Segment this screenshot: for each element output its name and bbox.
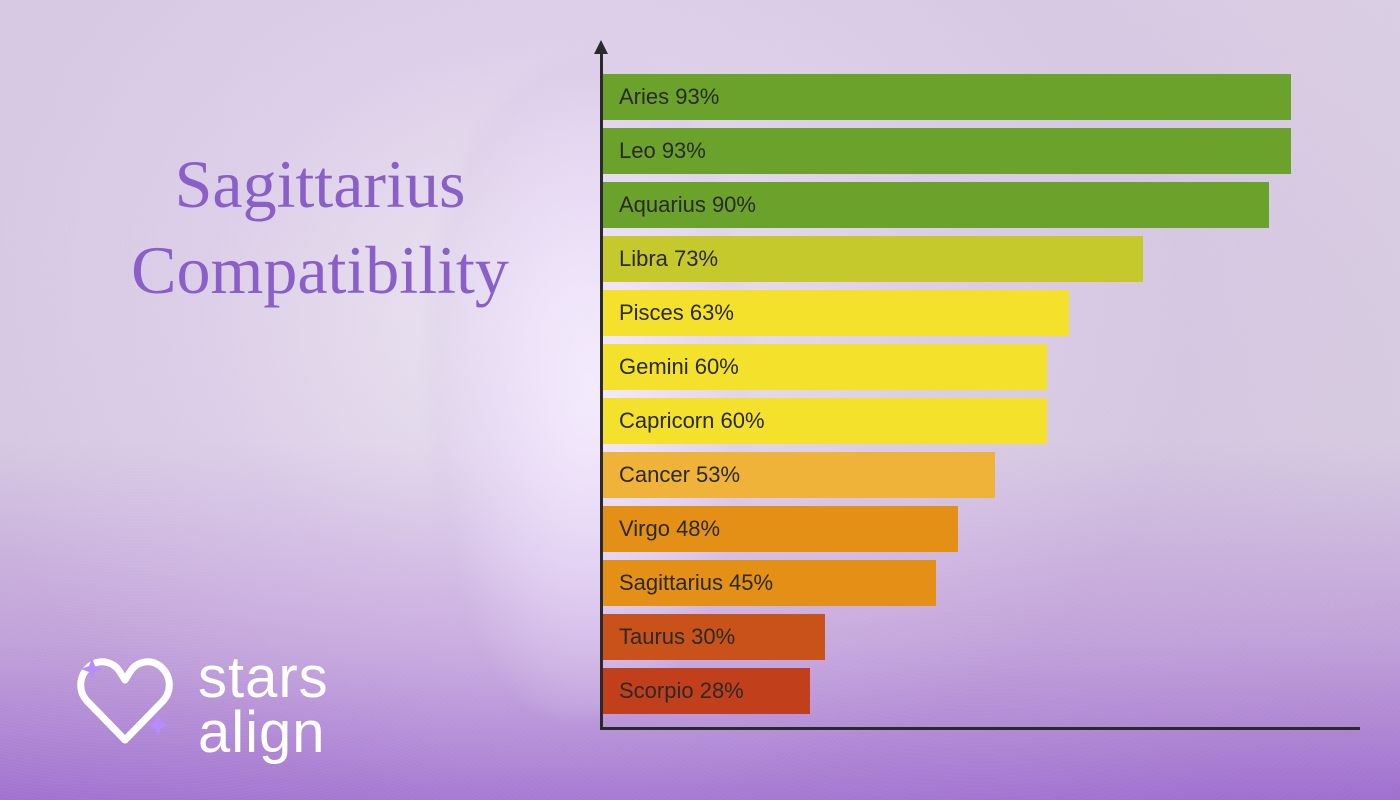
bar-gemini: Gemini 60% [603, 344, 1047, 390]
bar-label: Aquarius 90% [619, 192, 756, 218]
logo-line-2: align [198, 705, 329, 760]
bar-row: Scorpio 28% [603, 668, 1360, 714]
bar-label: Leo 93% [619, 138, 706, 164]
bar-row: Aries 93% [603, 74, 1360, 120]
bar-label: Capricorn 60% [619, 408, 765, 434]
bar-capricorn: Capricorn 60% [603, 398, 1047, 444]
bar-row: Libra 73% [603, 236, 1360, 282]
bar-row: Capricorn 60% [603, 398, 1360, 444]
bar-row: Virgo 48% [603, 506, 1360, 552]
bar-taurus: Taurus 30% [603, 614, 825, 660]
bar-label: Aries 93% [619, 84, 719, 110]
bar-cancer: Cancer 53% [603, 452, 995, 498]
chart-x-axis [600, 727, 1360, 730]
bar-sagittarius: Sagittarius 45% [603, 560, 936, 606]
bar-row: Leo 93% [603, 128, 1360, 174]
bar-row: Gemini 60% [603, 344, 1360, 390]
brand-logo: stars align [70, 650, 329, 760]
bar-label: Cancer 53% [619, 462, 740, 488]
bar-label: Virgo 48% [619, 516, 720, 542]
bar-label: Sagittarius 45% [619, 570, 773, 596]
bar-scorpio: Scorpio 28% [603, 668, 810, 714]
logo-text: stars align [198, 650, 329, 760]
chart-y-axis-arrow-icon [594, 40, 608, 54]
bar-label: Taurus 30% [619, 624, 735, 650]
page-title: Sagittarius Compatibility [60, 145, 580, 309]
bar-label: Gemini 60% [619, 354, 739, 380]
heart-sparkle-icon [70, 652, 180, 757]
bar-label: Libra 73% [619, 246, 718, 272]
title-line-1: Sagittarius [60, 145, 580, 223]
bar-label: Pisces 63% [619, 300, 734, 326]
bar-libra: Libra 73% [603, 236, 1143, 282]
bar-row: Taurus 30% [603, 614, 1360, 660]
bar-aries: Aries 93% [603, 74, 1291, 120]
title-line-2: Compatibility [60, 231, 580, 309]
bar-label: Scorpio 28% [619, 678, 744, 704]
bar-row: Pisces 63% [603, 290, 1360, 336]
chart-bars-container: Aries 93% Leo 93% Aquarius 90% Libra 73% Pis… [603, 70, 1360, 727]
compatibility-chart: Aries 93% Leo 93% Aquarius 90% Libra 73% Pis… [600, 50, 1360, 730]
bar-aquarius: Aquarius 90% [603, 182, 1269, 228]
bar-leo: Leo 93% [603, 128, 1291, 174]
bar-pisces: Pisces 63% [603, 290, 1069, 336]
bar-row: Sagittarius 45% [603, 560, 1360, 606]
bar-virgo: Virgo 48% [603, 506, 958, 552]
bar-row: Cancer 53% [603, 452, 1360, 498]
bar-row: Aquarius 90% [603, 182, 1360, 228]
logo-line-1: stars [198, 650, 329, 705]
